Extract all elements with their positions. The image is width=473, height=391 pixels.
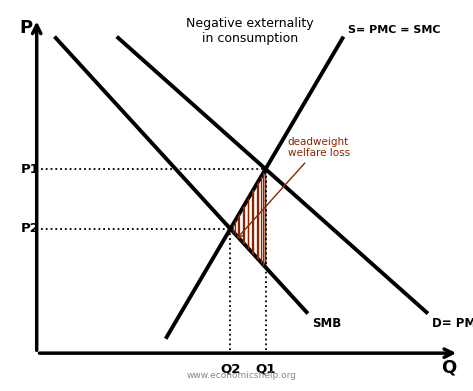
Text: Q: Q <box>442 359 457 377</box>
Text: S= PMC = SMC: S= PMC = SMC <box>348 25 440 35</box>
Text: Q1: Q1 <box>255 362 276 375</box>
Text: Q2: Q2 <box>220 362 241 375</box>
Text: P2: P2 <box>21 222 39 235</box>
Text: SMB: SMB <box>312 317 342 330</box>
Text: Negative externality
in consumption: Negative externality in consumption <box>186 17 314 45</box>
Text: P: P <box>19 19 32 37</box>
Text: D= PMB: D= PMB <box>432 317 473 330</box>
Text: www.economicshelp.org: www.economicshelp.org <box>186 371 296 380</box>
Text: deadweight
welfare loss: deadweight welfare loss <box>238 136 350 238</box>
Text: P1: P1 <box>21 163 39 176</box>
